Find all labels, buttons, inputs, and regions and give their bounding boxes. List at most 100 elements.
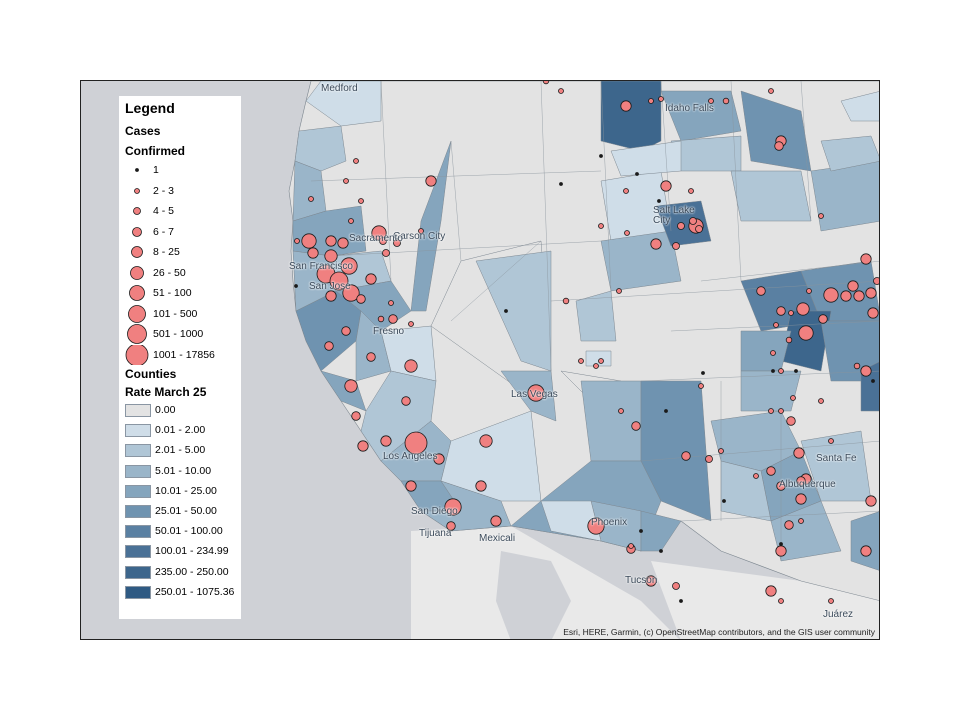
case-symbol[interactable] bbox=[795, 493, 807, 505]
case-symbol[interactable] bbox=[722, 97, 730, 105]
case-symbol[interactable] bbox=[542, 81, 550, 85]
case-symbol[interactable] bbox=[698, 383, 704, 389]
case-symbol[interactable] bbox=[806, 288, 812, 294]
case-symbol[interactable] bbox=[753, 473, 759, 479]
case-symbol[interactable] bbox=[768, 408, 774, 414]
case-symbol[interactable] bbox=[788, 310, 794, 316]
case-symbol[interactable] bbox=[504, 309, 508, 313]
case-symbol[interactable] bbox=[404, 359, 418, 373]
case-symbol[interactable] bbox=[475, 480, 487, 492]
case-symbol[interactable] bbox=[393, 239, 401, 247]
case-symbol[interactable] bbox=[701, 371, 705, 375]
case-symbol[interactable] bbox=[865, 495, 877, 507]
case-symbol[interactable] bbox=[853, 362, 861, 370]
case-symbol[interactable] bbox=[301, 233, 317, 249]
case-symbol[interactable] bbox=[778, 408, 784, 414]
case-symbol[interactable] bbox=[705, 455, 713, 463]
case-symbol[interactable] bbox=[348, 218, 354, 224]
case-symbol[interactable] bbox=[598, 358, 604, 364]
case-symbol[interactable] bbox=[623, 188, 629, 194]
case-symbol[interactable] bbox=[796, 476, 806, 486]
case-symbol[interactable] bbox=[793, 447, 805, 459]
case-symbol[interactable] bbox=[867, 307, 879, 319]
case-symbol[interactable] bbox=[366, 352, 376, 362]
case-symbol[interactable] bbox=[860, 545, 872, 557]
case-symbol[interactable] bbox=[294, 284, 298, 288]
case-symbol[interactable] bbox=[756, 286, 766, 296]
case-symbol[interactable] bbox=[337, 237, 349, 249]
case-symbol[interactable] bbox=[672, 242, 680, 250]
case-symbol[interactable] bbox=[587, 517, 605, 535]
case-symbol[interactable] bbox=[650, 238, 662, 250]
case-symbol[interactable] bbox=[786, 416, 796, 426]
case-symbol[interactable] bbox=[340, 257, 358, 275]
case-symbol[interactable] bbox=[798, 325, 814, 341]
case-symbol[interactable] bbox=[325, 235, 337, 247]
case-symbol[interactable] bbox=[840, 290, 852, 302]
case-symbol[interactable] bbox=[708, 98, 714, 104]
case-symbol[interactable] bbox=[679, 599, 683, 603]
case-symbol[interactable] bbox=[771, 369, 775, 373]
case-symbol[interactable] bbox=[770, 350, 776, 356]
case-symbol[interactable] bbox=[768, 88, 774, 94]
case-symbol[interactable] bbox=[639, 529, 643, 533]
case-symbol[interactable] bbox=[648, 98, 654, 104]
case-symbol[interactable] bbox=[766, 466, 776, 476]
case-symbol[interactable] bbox=[776, 306, 786, 316]
case-symbol[interactable] bbox=[689, 217, 697, 225]
case-symbol[interactable] bbox=[828, 598, 834, 604]
case-symbol[interactable] bbox=[688, 188, 694, 194]
case-symbol[interactable] bbox=[578, 358, 584, 364]
case-symbol[interactable] bbox=[618, 408, 624, 414]
case-symbol[interactable] bbox=[324, 249, 338, 263]
case-symbol[interactable] bbox=[796, 302, 810, 316]
case-symbol[interactable] bbox=[847, 280, 859, 292]
case-symbol[interactable] bbox=[664, 409, 668, 413]
case-symbol[interactable] bbox=[616, 288, 622, 294]
case-symbol[interactable] bbox=[598, 223, 604, 229]
case-symbol[interactable] bbox=[773, 322, 779, 328]
case-symbol[interactable] bbox=[357, 440, 369, 452]
case-symbol[interactable] bbox=[718, 448, 724, 454]
case-symbol[interactable] bbox=[660, 180, 672, 192]
case-symbol[interactable] bbox=[645, 575, 657, 587]
map-canvas[interactable] bbox=[81, 81, 880, 640]
case-symbol[interactable] bbox=[433, 453, 445, 465]
case-symbol[interactable] bbox=[778, 598, 784, 604]
case-symbol[interactable] bbox=[798, 518, 804, 524]
case-symbol[interactable] bbox=[628, 543, 634, 549]
case-symbol[interactable] bbox=[860, 365, 872, 377]
case-symbol[interactable] bbox=[828, 438, 834, 444]
case-symbol[interactable] bbox=[371, 225, 387, 241]
case-symbol[interactable] bbox=[657, 199, 661, 203]
case-symbol[interactable] bbox=[784, 520, 794, 530]
case-symbol[interactable] bbox=[404, 431, 428, 455]
case-symbol[interactable] bbox=[873, 277, 881, 285]
case-symbol[interactable] bbox=[379, 237, 387, 245]
case-symbol[interactable] bbox=[818, 213, 824, 219]
case-symbol[interactable] bbox=[776, 481, 786, 491]
case-symbol[interactable] bbox=[527, 384, 545, 402]
case-symbol[interactable] bbox=[853, 290, 865, 302]
case-symbol[interactable] bbox=[599, 154, 603, 158]
case-symbol[interactable] bbox=[294, 238, 300, 244]
case-symbol[interactable] bbox=[425, 175, 437, 187]
case-symbol[interactable] bbox=[490, 515, 502, 527]
case-symbol[interactable] bbox=[401, 396, 411, 406]
case-symbol[interactable] bbox=[722, 499, 726, 503]
case-symbol[interactable] bbox=[818, 398, 824, 404]
case-symbol[interactable] bbox=[388, 300, 394, 306]
case-symbol[interactable] bbox=[351, 411, 361, 421]
case-symbol[interactable] bbox=[635, 172, 639, 176]
case-symbol[interactable] bbox=[681, 451, 691, 461]
case-symbol[interactable] bbox=[631, 421, 641, 431]
case-symbol[interactable] bbox=[341, 326, 351, 336]
case-symbol[interactable] bbox=[358, 198, 364, 204]
case-symbol[interactable] bbox=[405, 480, 417, 492]
case-symbol[interactable] bbox=[329, 271, 349, 291]
case-symbol[interactable] bbox=[388, 314, 398, 324]
case-symbol[interactable] bbox=[446, 521, 456, 531]
case-symbol[interactable] bbox=[380, 435, 392, 447]
map-frame[interactable]: Medford Idaho Falls Salt Lake City Carso… bbox=[80, 80, 880, 640]
case-symbol[interactable] bbox=[418, 228, 424, 234]
